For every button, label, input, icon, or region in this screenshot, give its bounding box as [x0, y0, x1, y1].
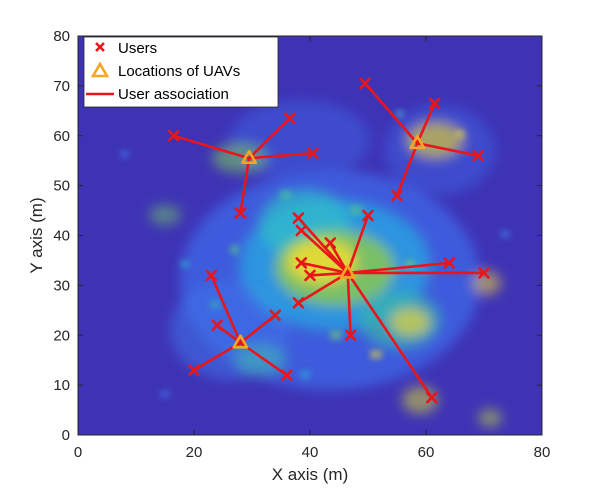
user-marker: [391, 189, 403, 202]
uav-markers: [232, 134, 426, 349]
association-lines: [172, 82, 486, 399]
legend-users-label: Users: [118, 40, 157, 57]
user-marker: [428, 97, 441, 110]
legend-association-label: User association: [118, 86, 229, 103]
legend: Users Locations of UAVs User association: [83, 36, 279, 108]
heatmap-overlay: [149, 100, 502, 427]
association-line: [308, 271, 350, 277]
user-marker: [425, 391, 438, 404]
y-tick-label: 80: [53, 28, 70, 45]
user-marker: [167, 129, 180, 142]
association-line: [363, 82, 419, 145]
y-axis-label: Y axis (m): [27, 197, 46, 273]
y-tick-label: 70: [53, 78, 70, 95]
y-tick-label: 0: [62, 427, 70, 444]
y-tick-label: 50: [53, 178, 70, 195]
user-marker: [283, 112, 296, 125]
y-tick-label: 40: [53, 228, 70, 245]
legend-box: [83, 36, 279, 108]
x-axis-ticks: 0 20 40 60 80: [74, 36, 551, 461]
association-line: [247, 116, 292, 160]
user-marker: [472, 149, 485, 162]
x-tick-label: 80: [534, 444, 551, 461]
heatmap-speckle: [120, 110, 510, 398]
y-tick-label: 60: [53, 128, 70, 145]
user-marker: [280, 369, 293, 381]
association-line: [299, 261, 350, 275]
association-line: [239, 341, 289, 377]
user-marker: [344, 329, 357, 342]
association-line: [395, 141, 419, 197]
legend-uav-label: Locations of UAVs: [118, 63, 240, 80]
user-marker: [359, 77, 371, 90]
plot-area: [77, 35, 543, 436]
y-tick-label: 10: [53, 377, 70, 394]
legend-uav-icon: [90, 61, 110, 78]
association-line: [346, 261, 451, 275]
x-tick-label: 60: [418, 444, 435, 461]
user-marker: [324, 237, 337, 249]
uav-marker: [241, 149, 258, 165]
user-markers: [167, 77, 490, 404]
user-marker: [234, 207, 247, 219]
y-tick-label: 20: [53, 327, 70, 344]
user-marker: [292, 212, 305, 224]
user-marker: [362, 209, 374, 222]
x-tick-label: 40: [302, 444, 319, 461]
user-marker: [304, 269, 316, 282]
association-line: [210, 274, 242, 345]
association-line: [247, 151, 315, 160]
x-axis-label: X axis (m): [272, 465, 349, 484]
user-marker: [295, 257, 308, 269]
x-tick-label: 0: [74, 444, 82, 461]
y-axis-ticks: 0 10 20 30 40 50 60 70 80: [53, 28, 542, 444]
user-marker: [307, 147, 319, 160]
user-marker: [292, 297, 305, 309]
association-line: [172, 134, 251, 160]
legend-users-icon: [95, 42, 105, 52]
user-marker: [443, 257, 456, 269]
y-tick-label: 30: [53, 277, 70, 294]
association-line: [299, 229, 350, 275]
association-line: [346, 271, 434, 399]
uav-marker: [339, 264, 356, 279]
association-line: [346, 214, 370, 275]
user-marker: [211, 319, 223, 332]
user-marker: [188, 364, 200, 376]
association-line: [297, 271, 350, 305]
uav-marker: [409, 134, 426, 150]
association-line: [328, 241, 350, 275]
association-line: [346, 271, 352, 337]
user-marker: [205, 269, 218, 282]
association-line: [415, 102, 437, 145]
x-tick-label: 20: [186, 444, 203, 461]
association-line: [239, 313, 277, 345]
uav-marker: [232, 334, 249, 349]
user-marker: [295, 224, 308, 237]
user-marker: [478, 267, 490, 279]
user-marker: [269, 309, 282, 322]
association-line: [239, 156, 251, 215]
association-line: [415, 141, 480, 157]
